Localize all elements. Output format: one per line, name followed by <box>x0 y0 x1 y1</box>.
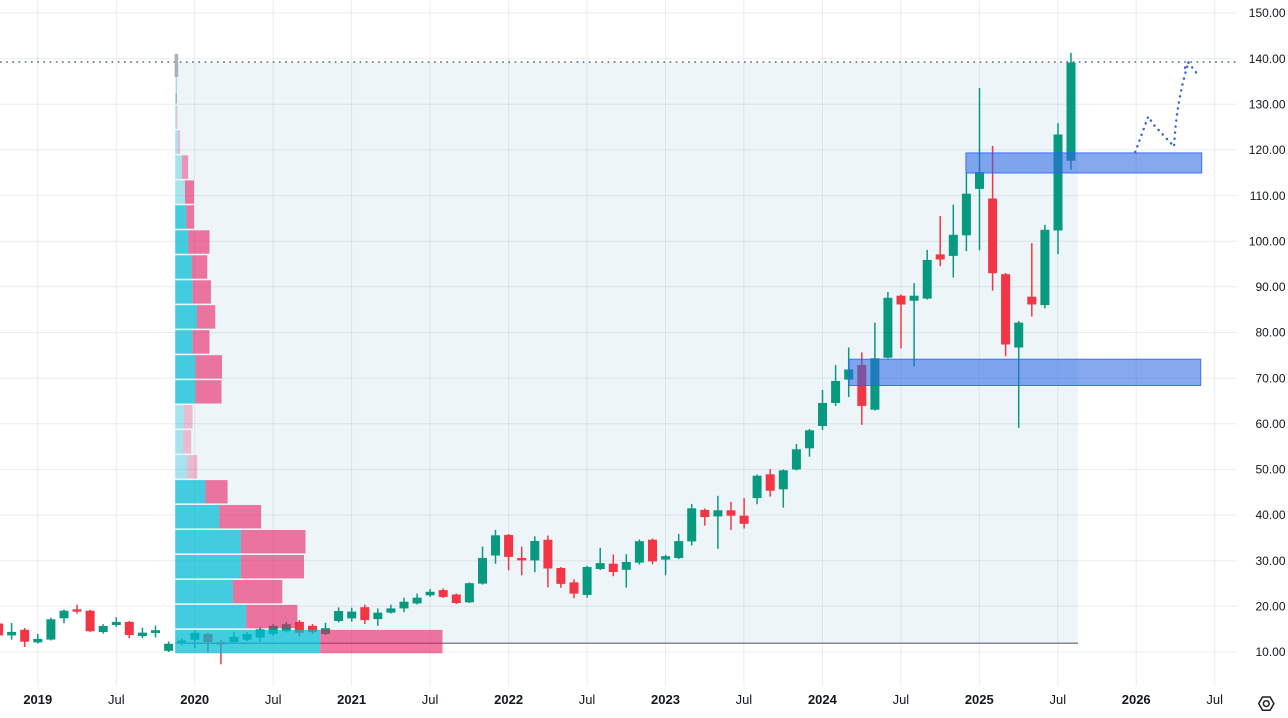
svg-text:Jul: Jul <box>1049 692 1066 707</box>
svg-text:140.00: 140.00 <box>1249 52 1286 66</box>
svg-text:110.00: 110.00 <box>1250 189 1286 203</box>
svg-text:2024: 2024 <box>808 692 838 707</box>
svg-text:90.00: 90.00 <box>1255 280 1285 294</box>
svg-text:130.00: 130.00 <box>1249 98 1286 112</box>
svg-text:100.00: 100.00 <box>1249 234 1286 248</box>
svg-text:2023: 2023 <box>651 692 680 707</box>
svg-text:2020: 2020 <box>180 692 209 707</box>
svg-text:70.00: 70.00 <box>1255 371 1285 385</box>
svg-text:2022: 2022 <box>494 692 523 707</box>
svg-text:40.00: 40.00 <box>1255 508 1285 522</box>
svg-text:Jul: Jul <box>108 692 125 707</box>
svg-text:Jul: Jul <box>422 692 439 707</box>
svg-text:Jul: Jul <box>736 692 753 707</box>
svg-text:2026: 2026 <box>1122 692 1151 707</box>
svg-text:Jul: Jul <box>1206 692 1223 707</box>
svg-text:2025: 2025 <box>965 692 994 707</box>
svg-text:60.00: 60.00 <box>1255 417 1285 431</box>
svg-text:Jul: Jul <box>265 692 282 707</box>
svg-text:30.00: 30.00 <box>1255 554 1285 568</box>
svg-text:10.00: 10.00 <box>1255 645 1285 659</box>
svg-text:Jul: Jul <box>893 692 910 707</box>
svg-text:50.00: 50.00 <box>1255 463 1285 477</box>
svg-text:120.00: 120.00 <box>1249 143 1286 157</box>
svg-text:2021: 2021 <box>337 692 366 707</box>
svg-text:20.00: 20.00 <box>1255 600 1285 614</box>
svg-text:150.00: 150.00 <box>1249 6 1286 20</box>
svg-text:2019: 2019 <box>23 692 52 707</box>
svg-text:80.00: 80.00 <box>1255 326 1285 340</box>
svg-text:Jul: Jul <box>579 692 596 707</box>
